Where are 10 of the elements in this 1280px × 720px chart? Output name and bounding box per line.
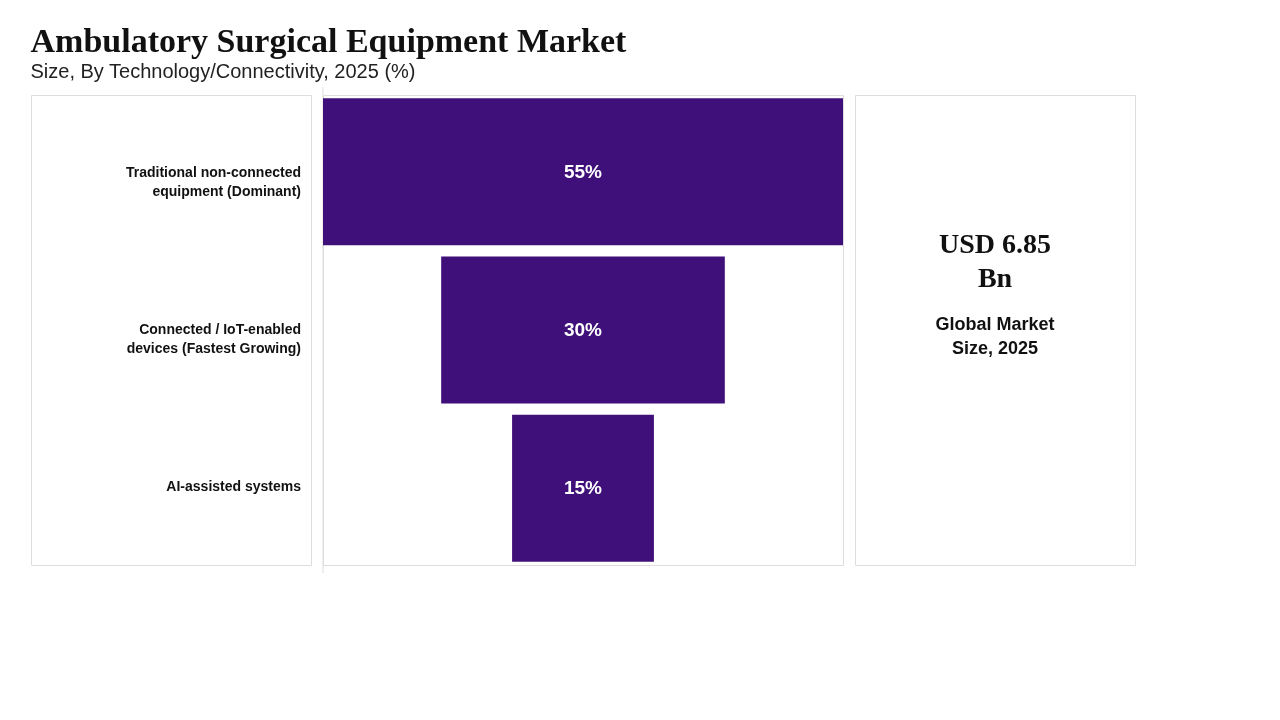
text: Size, By Technology/Connectivity, 2025 (%) <box>30 60 416 82</box>
data-label: 15% <box>563 477 603 499</box>
category-label: Connected / IoT-enabled devices (Fastest Growing) <box>126 321 301 356</box>
category-label: Traditional non-connected equipment (Dominant) <box>125 164 301 200</box>
category-label: AI-assisted systems <box>166 477 302 494</box>
data-label: 55% <box>563 160 603 182</box>
text: Global Market Size, 2025 <box>935 314 1055 358</box>
data-label: 30% <box>563 319 603 340</box>
text: Ambulatory Surgical Equipment Market <box>30 22 628 59</box>
text: USD 6.85 Bn <box>938 228 1052 293</box>
